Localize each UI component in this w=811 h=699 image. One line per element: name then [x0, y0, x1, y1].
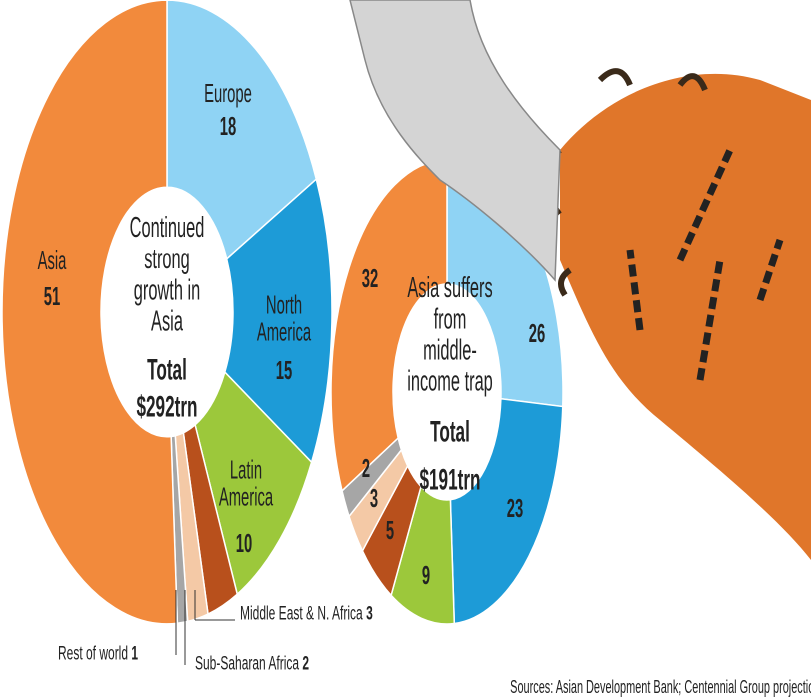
value-label: 3 — [369, 485, 379, 514]
category-label: Sub-Saharan Africa — [195, 652, 300, 675]
leader-label: Sub-Saharan Africa 2 — [195, 652, 309, 674]
category-label: Europe — [204, 80, 252, 109]
total-value: $292trn — [136, 389, 198, 424]
tiger-paw — [560, 73, 811, 560]
value-label: 23 — [506, 495, 524, 524]
value-label: 15 — [275, 357, 293, 386]
paper-tear — [349, 0, 561, 282]
slice — [167, 0, 316, 259]
total-label: Total — [430, 414, 470, 449]
value-label: 26 — [528, 320, 546, 349]
donut — [331, 160, 563, 624]
tiger-stripes — [626, 148, 784, 381]
slice — [2, 0, 177, 624]
leader-label: Rest of world 1 — [58, 642, 138, 664]
category-label: Middle East & N. Africa — [240, 602, 363, 625]
category-label: Rest of world — [58, 642, 129, 665]
leader-label: Middle East & N. Africa 3 — [240, 602, 373, 624]
value-label: 51 — [43, 283, 61, 312]
source: Sources: Asian Development Bank; Centenn… — [510, 675, 811, 697]
total-value: $191trn — [419, 462, 481, 497]
center-title: Asia suffers from middle-income trap — [407, 272, 493, 398]
value-label: 3 — [366, 602, 373, 625]
value-label: 2 — [302, 652, 310, 675]
donut — [2, 0, 332, 624]
value-label: 5 — [385, 517, 395, 546]
slice — [225, 179, 332, 462]
value-label: 18 — [219, 113, 237, 142]
value-label: 2 — [361, 455, 371, 484]
category-label: Asia — [37, 247, 67, 276]
value-label: 10 — [235, 530, 253, 559]
category-label: Latin America — [218, 456, 274, 512]
slice — [450, 399, 562, 624]
value-label: 32 — [361, 265, 379, 294]
center-title: Continued strong growth in Asia — [129, 212, 205, 338]
value-label: 9 — [421, 562, 431, 591]
total-label: Total — [147, 352, 187, 387]
category-label: North America — [256, 291, 312, 347]
value-label: 1 — [131, 642, 139, 665]
